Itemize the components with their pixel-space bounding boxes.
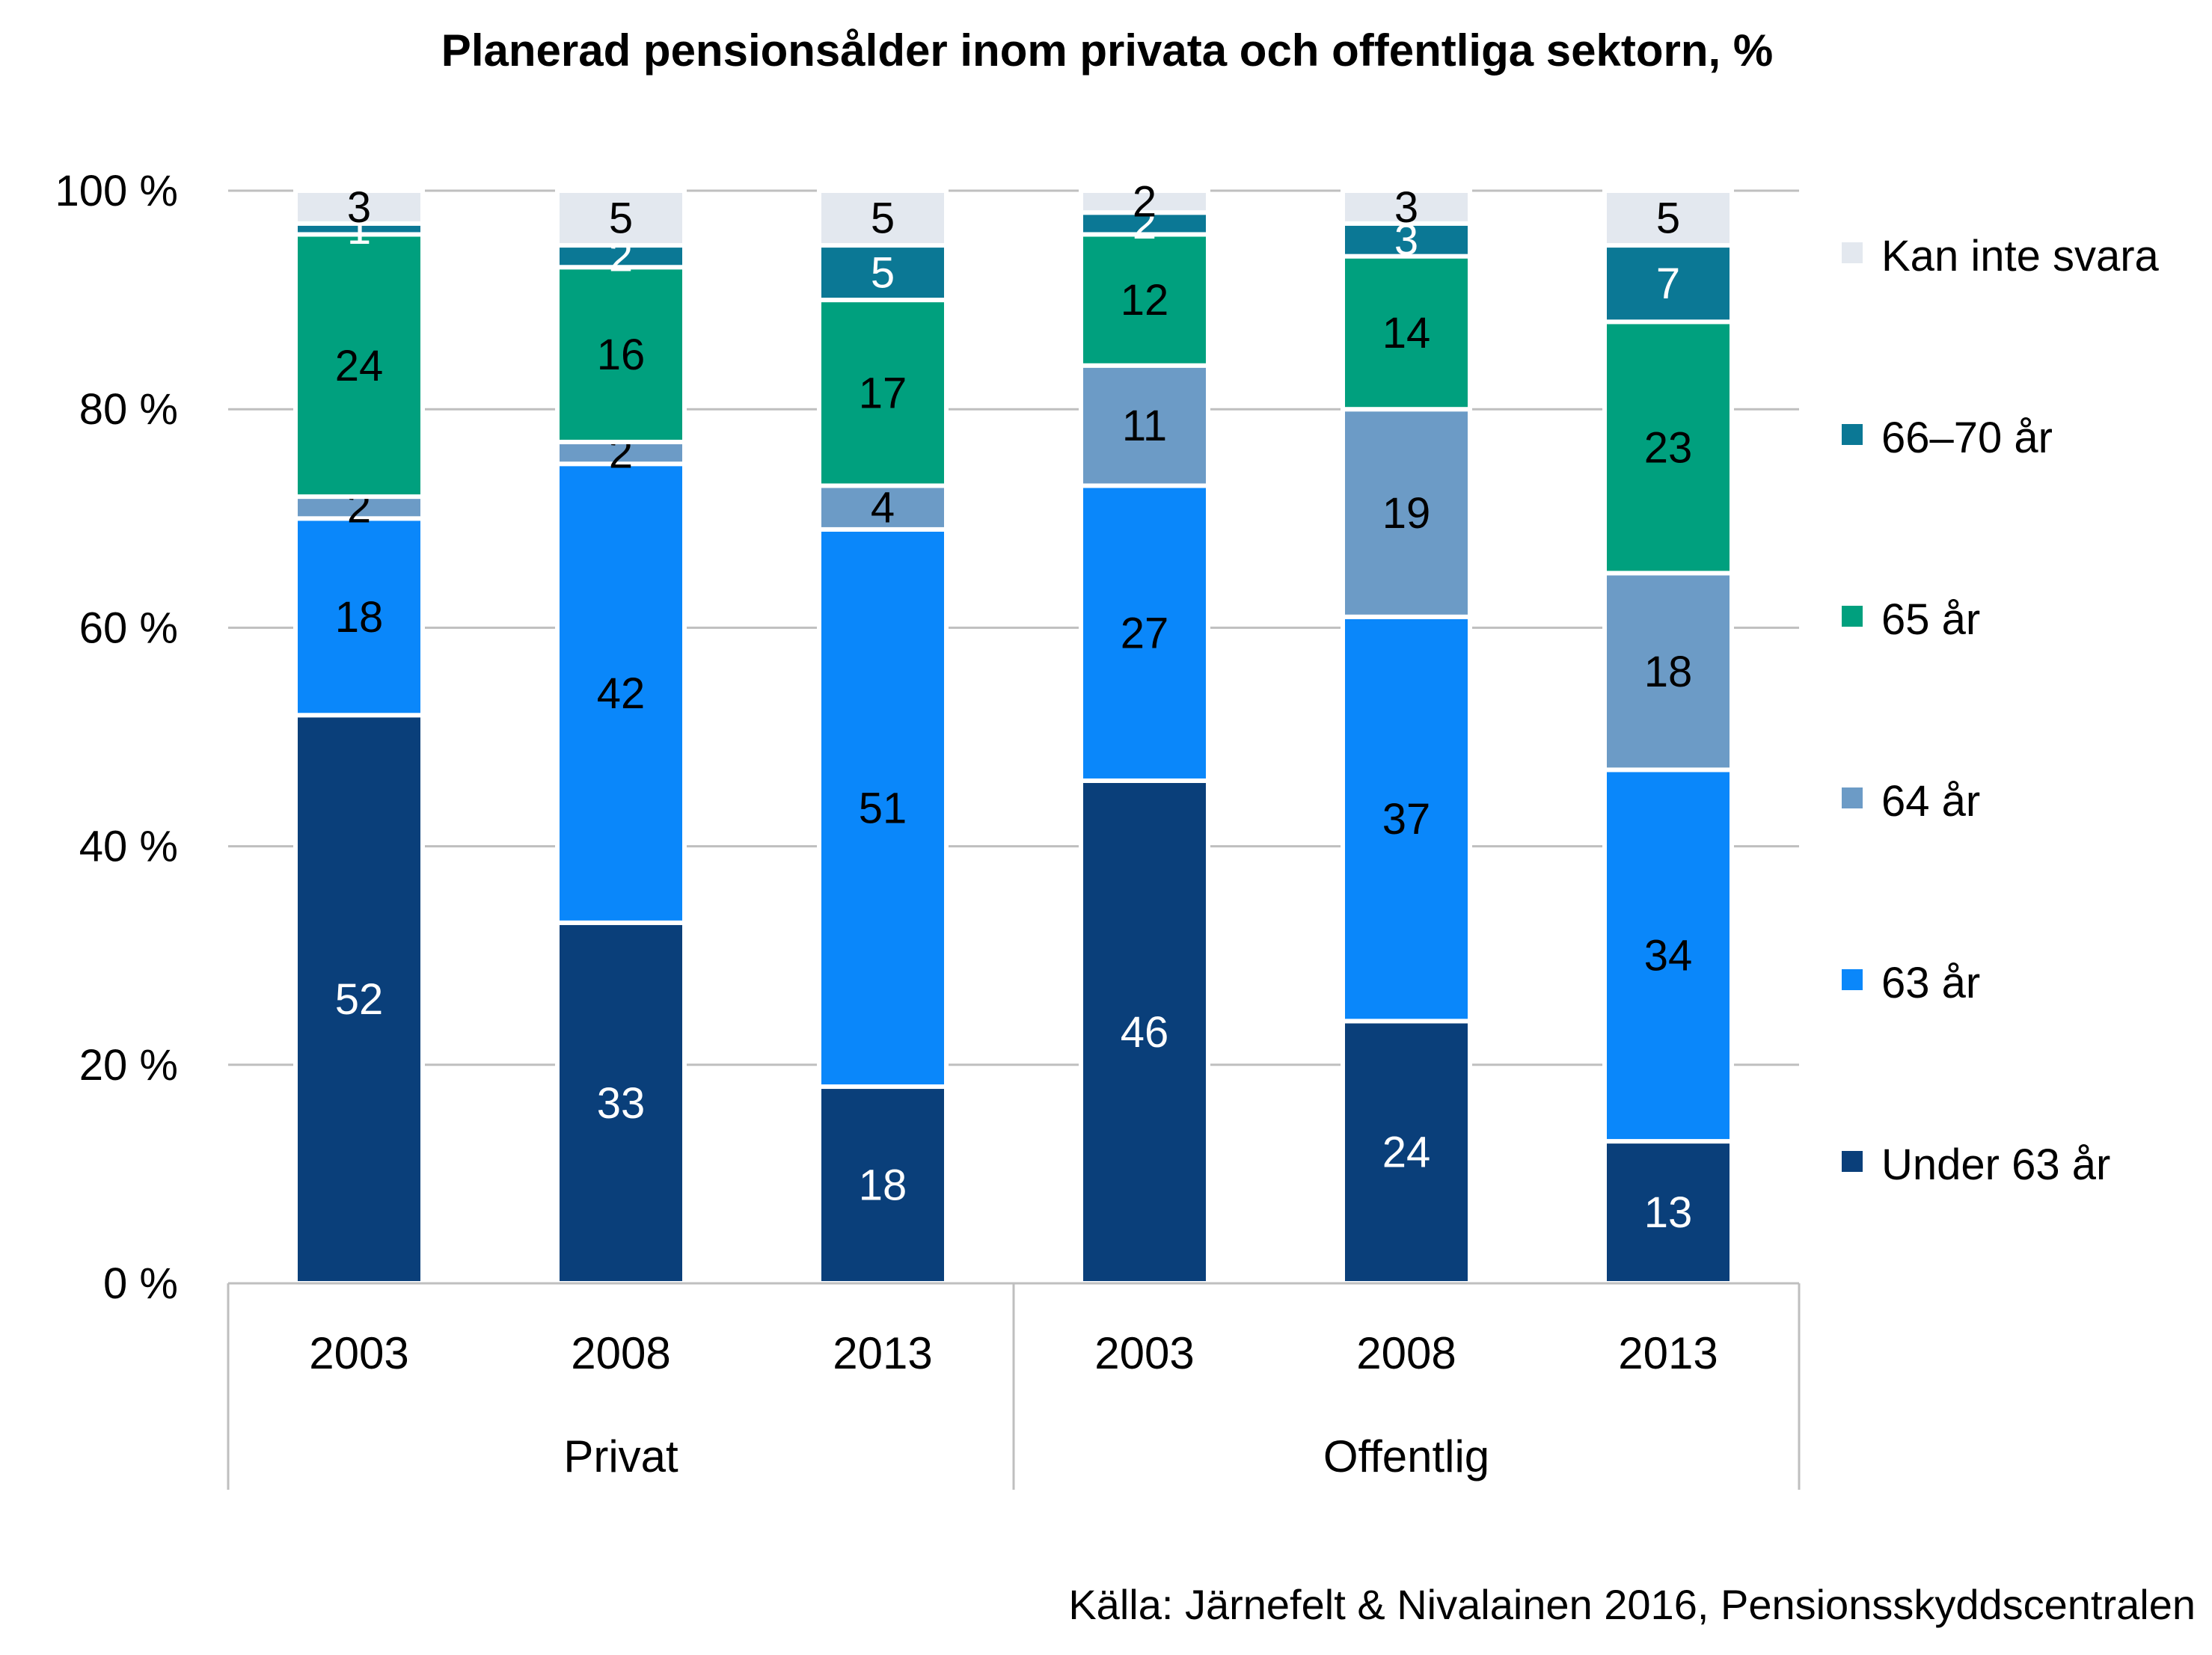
data-label: 46 <box>1121 1008 1169 1057</box>
bar-segment <box>1602 1139 1734 1286</box>
data-label: 51 <box>859 784 907 832</box>
bar-segment <box>555 920 687 1286</box>
data-label: 3 <box>1394 183 1418 232</box>
data-label: 5 <box>1656 194 1680 243</box>
bar-segment <box>1341 614 1472 1024</box>
legend-swatch <box>1842 242 1863 263</box>
data-label: 18 <box>1644 648 1693 696</box>
data-label: 11 <box>1122 402 1167 450</box>
data-label: 18 <box>335 593 384 642</box>
bar-segment <box>293 188 425 226</box>
bar-segment <box>1602 188 1734 248</box>
source-note: Källa: Järnefelt & Nivalainen 2016, Pens… <box>1068 1581 2196 1628</box>
data-label: 33 <box>597 1079 646 1128</box>
bar-segment <box>1079 188 1210 215</box>
legend-swatch <box>1842 606 1863 627</box>
legend-label: 66–70 år <box>1881 414 2053 462</box>
bars: 5218224133342216251851417554627111222243… <box>293 178 1734 1286</box>
data-label: 4 <box>871 484 895 532</box>
data-label: 7 <box>1656 260 1680 308</box>
bar-segment <box>1341 254 1472 412</box>
gridlines <box>228 189 1799 1066</box>
data-label: 5 <box>609 194 633 243</box>
data-label: 2 <box>1133 178 1156 227</box>
data-label: 13 <box>1644 1188 1693 1237</box>
y-tick-label: 0 % <box>103 1259 178 1308</box>
group-label: Offentlig <box>1323 1431 1489 1481</box>
legend-swatch <box>1842 787 1863 808</box>
chart-title: Planerad pensionsålder inom privata och … <box>441 25 1773 76</box>
y-tick-label: 60 % <box>79 604 178 652</box>
legend-label: Kan inte svara <box>1881 232 2160 280</box>
bar-segment <box>555 188 687 248</box>
x-tick-label: 2003 <box>309 1328 408 1378</box>
bar-segment <box>1341 407 1472 619</box>
data-label: 17 <box>859 369 907 417</box>
bar-segment <box>1079 363 1210 488</box>
data-label: 37 <box>1382 795 1431 844</box>
bar-segment <box>817 188 949 248</box>
data-label: 5 <box>871 249 895 298</box>
data-label: 16 <box>597 331 646 379</box>
axes: 0 % 20 % 40 % 60 % 80 % 100 % 2003 2008 2013 2003… <box>55 167 1801 1490</box>
x-tick-label: 2008 <box>1356 1328 1456 1378</box>
bar-segment <box>817 1084 949 1286</box>
bar-segment <box>1079 232 1210 368</box>
x-tick-label: 2013 <box>1618 1328 1718 1378</box>
legend-swatch <box>1842 1151 1863 1172</box>
bar-segment <box>1341 188 1472 226</box>
bar-segment <box>293 516 425 718</box>
y-tick-label: 100 % <box>55 167 178 215</box>
data-label: 23 <box>1644 423 1693 472</box>
data-label: 5 <box>871 194 895 243</box>
bar-segment <box>1341 1019 1472 1286</box>
data-label: 24 <box>335 342 384 390</box>
data-label: 12 <box>1121 276 1169 325</box>
y-tick-label: 20 % <box>79 1041 178 1090</box>
bar-segment <box>1079 210 1210 237</box>
data-label: 52 <box>335 975 384 1024</box>
data-label: 24 <box>1382 1129 1431 1177</box>
legend-label: Under 63 år <box>1881 1140 2110 1189</box>
legend-label: 63 år <box>1881 959 1980 1007</box>
bar-segment <box>1341 221 1472 259</box>
legend-swatch <box>1842 969 1863 990</box>
bar-segment <box>817 526 949 1090</box>
bar-segment <box>817 483 949 532</box>
legend: Kan inte svara 66–70 år 65 år 64 år 63 år Und… <box>1842 232 2160 1189</box>
x-tick-label: 2008 <box>571 1328 670 1378</box>
bar-segment <box>1602 571 1734 773</box>
data-label: 14 <box>1382 309 1431 357</box>
data-label: 18 <box>859 1161 907 1210</box>
x-tick-label: 2003 <box>1094 1328 1194 1378</box>
y-tick-label: 80 % <box>79 385 178 434</box>
bar-segment <box>817 298 949 488</box>
bar-segment <box>1079 483 1210 783</box>
legend-label: 64 år <box>1881 777 1980 826</box>
data-label: 34 <box>1644 932 1693 980</box>
data-label: 27 <box>1121 610 1169 658</box>
x-tick-label: 2013 <box>833 1328 932 1378</box>
bar-segment <box>555 440 687 467</box>
bar-segment <box>1079 778 1210 1286</box>
legend-swatch <box>1842 424 1863 445</box>
bar-segment <box>293 713 425 1286</box>
bar-segment <box>555 461 687 925</box>
data-label: 3 <box>347 183 371 232</box>
data-label: 42 <box>597 669 646 718</box>
y-tick-label: 40 % <box>79 823 178 871</box>
bar-segment <box>555 265 687 445</box>
legend-label: 65 år <box>1881 595 1980 644</box>
group-label: Privat <box>563 1431 678 1481</box>
data-label: 19 <box>1382 489 1431 538</box>
